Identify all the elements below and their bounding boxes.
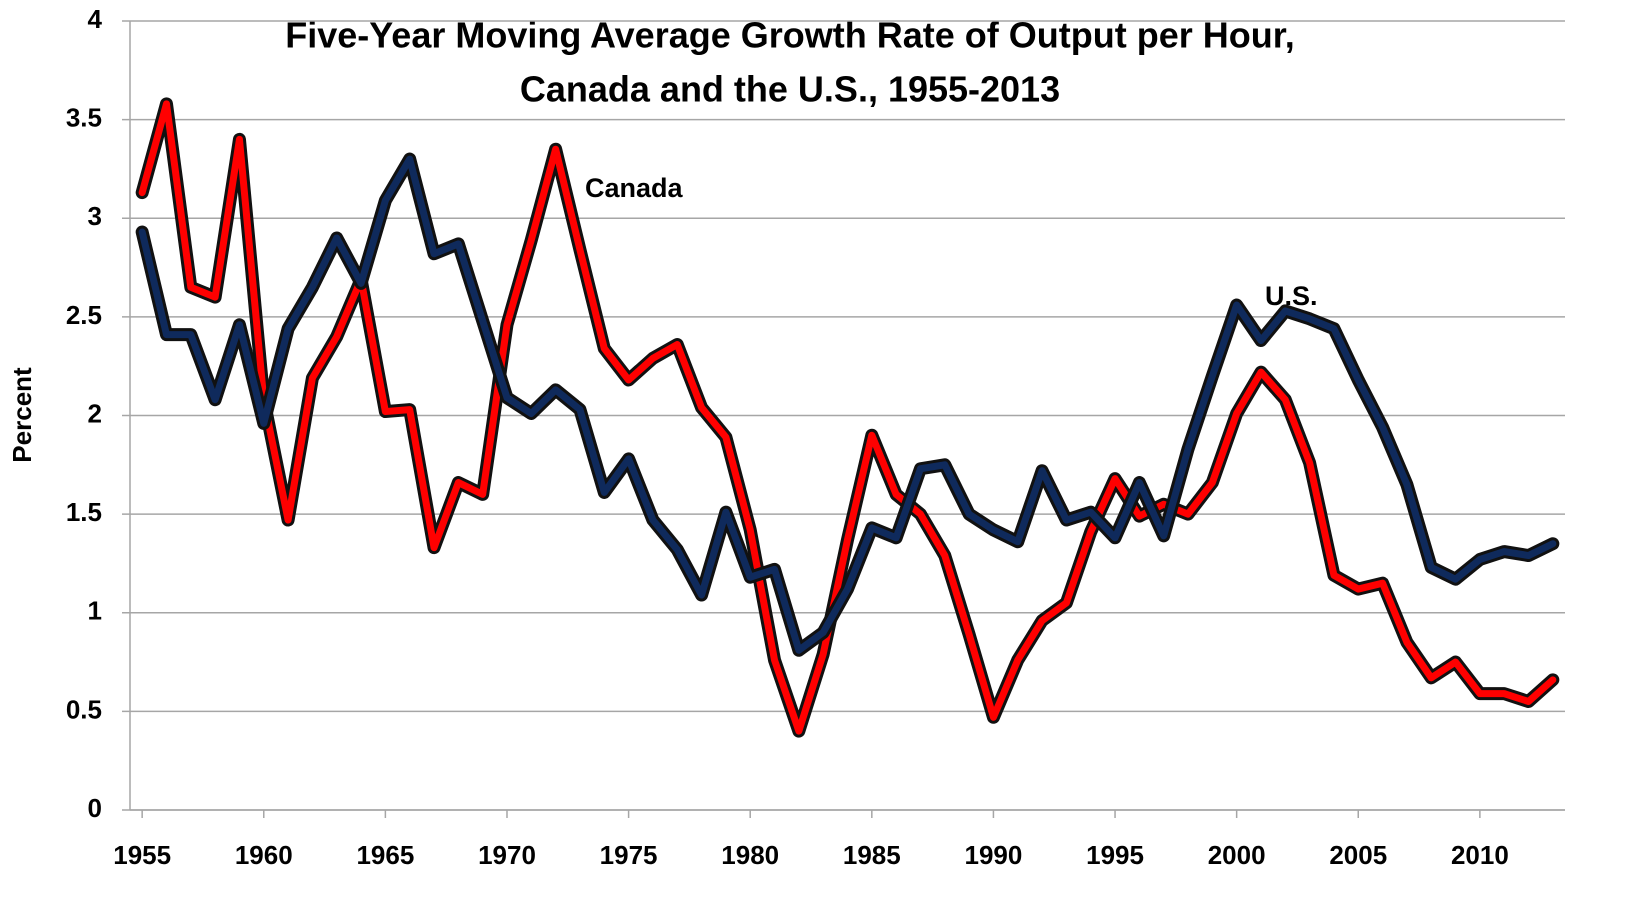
- line: [138, 155, 1557, 654]
- x-tick-label: 1995: [1086, 840, 1144, 870]
- chart-subtitle: Canada and the U.S., 1955-2013: [520, 69, 1060, 110]
- y-tick-label: 2.5: [66, 300, 102, 330]
- x-tick-label: 1980: [721, 840, 779, 870]
- x-tick-label: 1965: [356, 840, 414, 870]
- x-tick-label: 1970: [478, 840, 536, 870]
- annotation: Canada: [585, 173, 684, 203]
- x-tick-label: 1960: [235, 840, 293, 870]
- line: [138, 100, 1557, 735]
- x-tick-label: 2010: [1451, 840, 1509, 870]
- y-tick-label: 0: [88, 793, 102, 823]
- y-axis-label: Percent: [7, 367, 37, 463]
- line-outline: [135, 97, 1560, 738]
- x-tick-label: 1955: [113, 840, 171, 870]
- y-tick-label: 1.5: [66, 497, 102, 527]
- y-tick-label: 2: [88, 398, 102, 428]
- x-tick-label: 2005: [1329, 840, 1387, 870]
- y-tick-label: 3: [88, 201, 102, 231]
- x-tick-label: 2000: [1208, 840, 1266, 870]
- x-tick-label: 1985: [843, 840, 901, 870]
- y-tick-label: 3.5: [66, 103, 102, 133]
- x-tick-label: 1975: [600, 840, 658, 870]
- y-tick-label: 1: [88, 596, 102, 626]
- y-tick-label: 4: [88, 4, 103, 34]
- y-tick-label: 0.5: [66, 694, 102, 724]
- annotation: U.S.: [1265, 281, 1318, 311]
- x-tick-label: 1990: [965, 840, 1023, 870]
